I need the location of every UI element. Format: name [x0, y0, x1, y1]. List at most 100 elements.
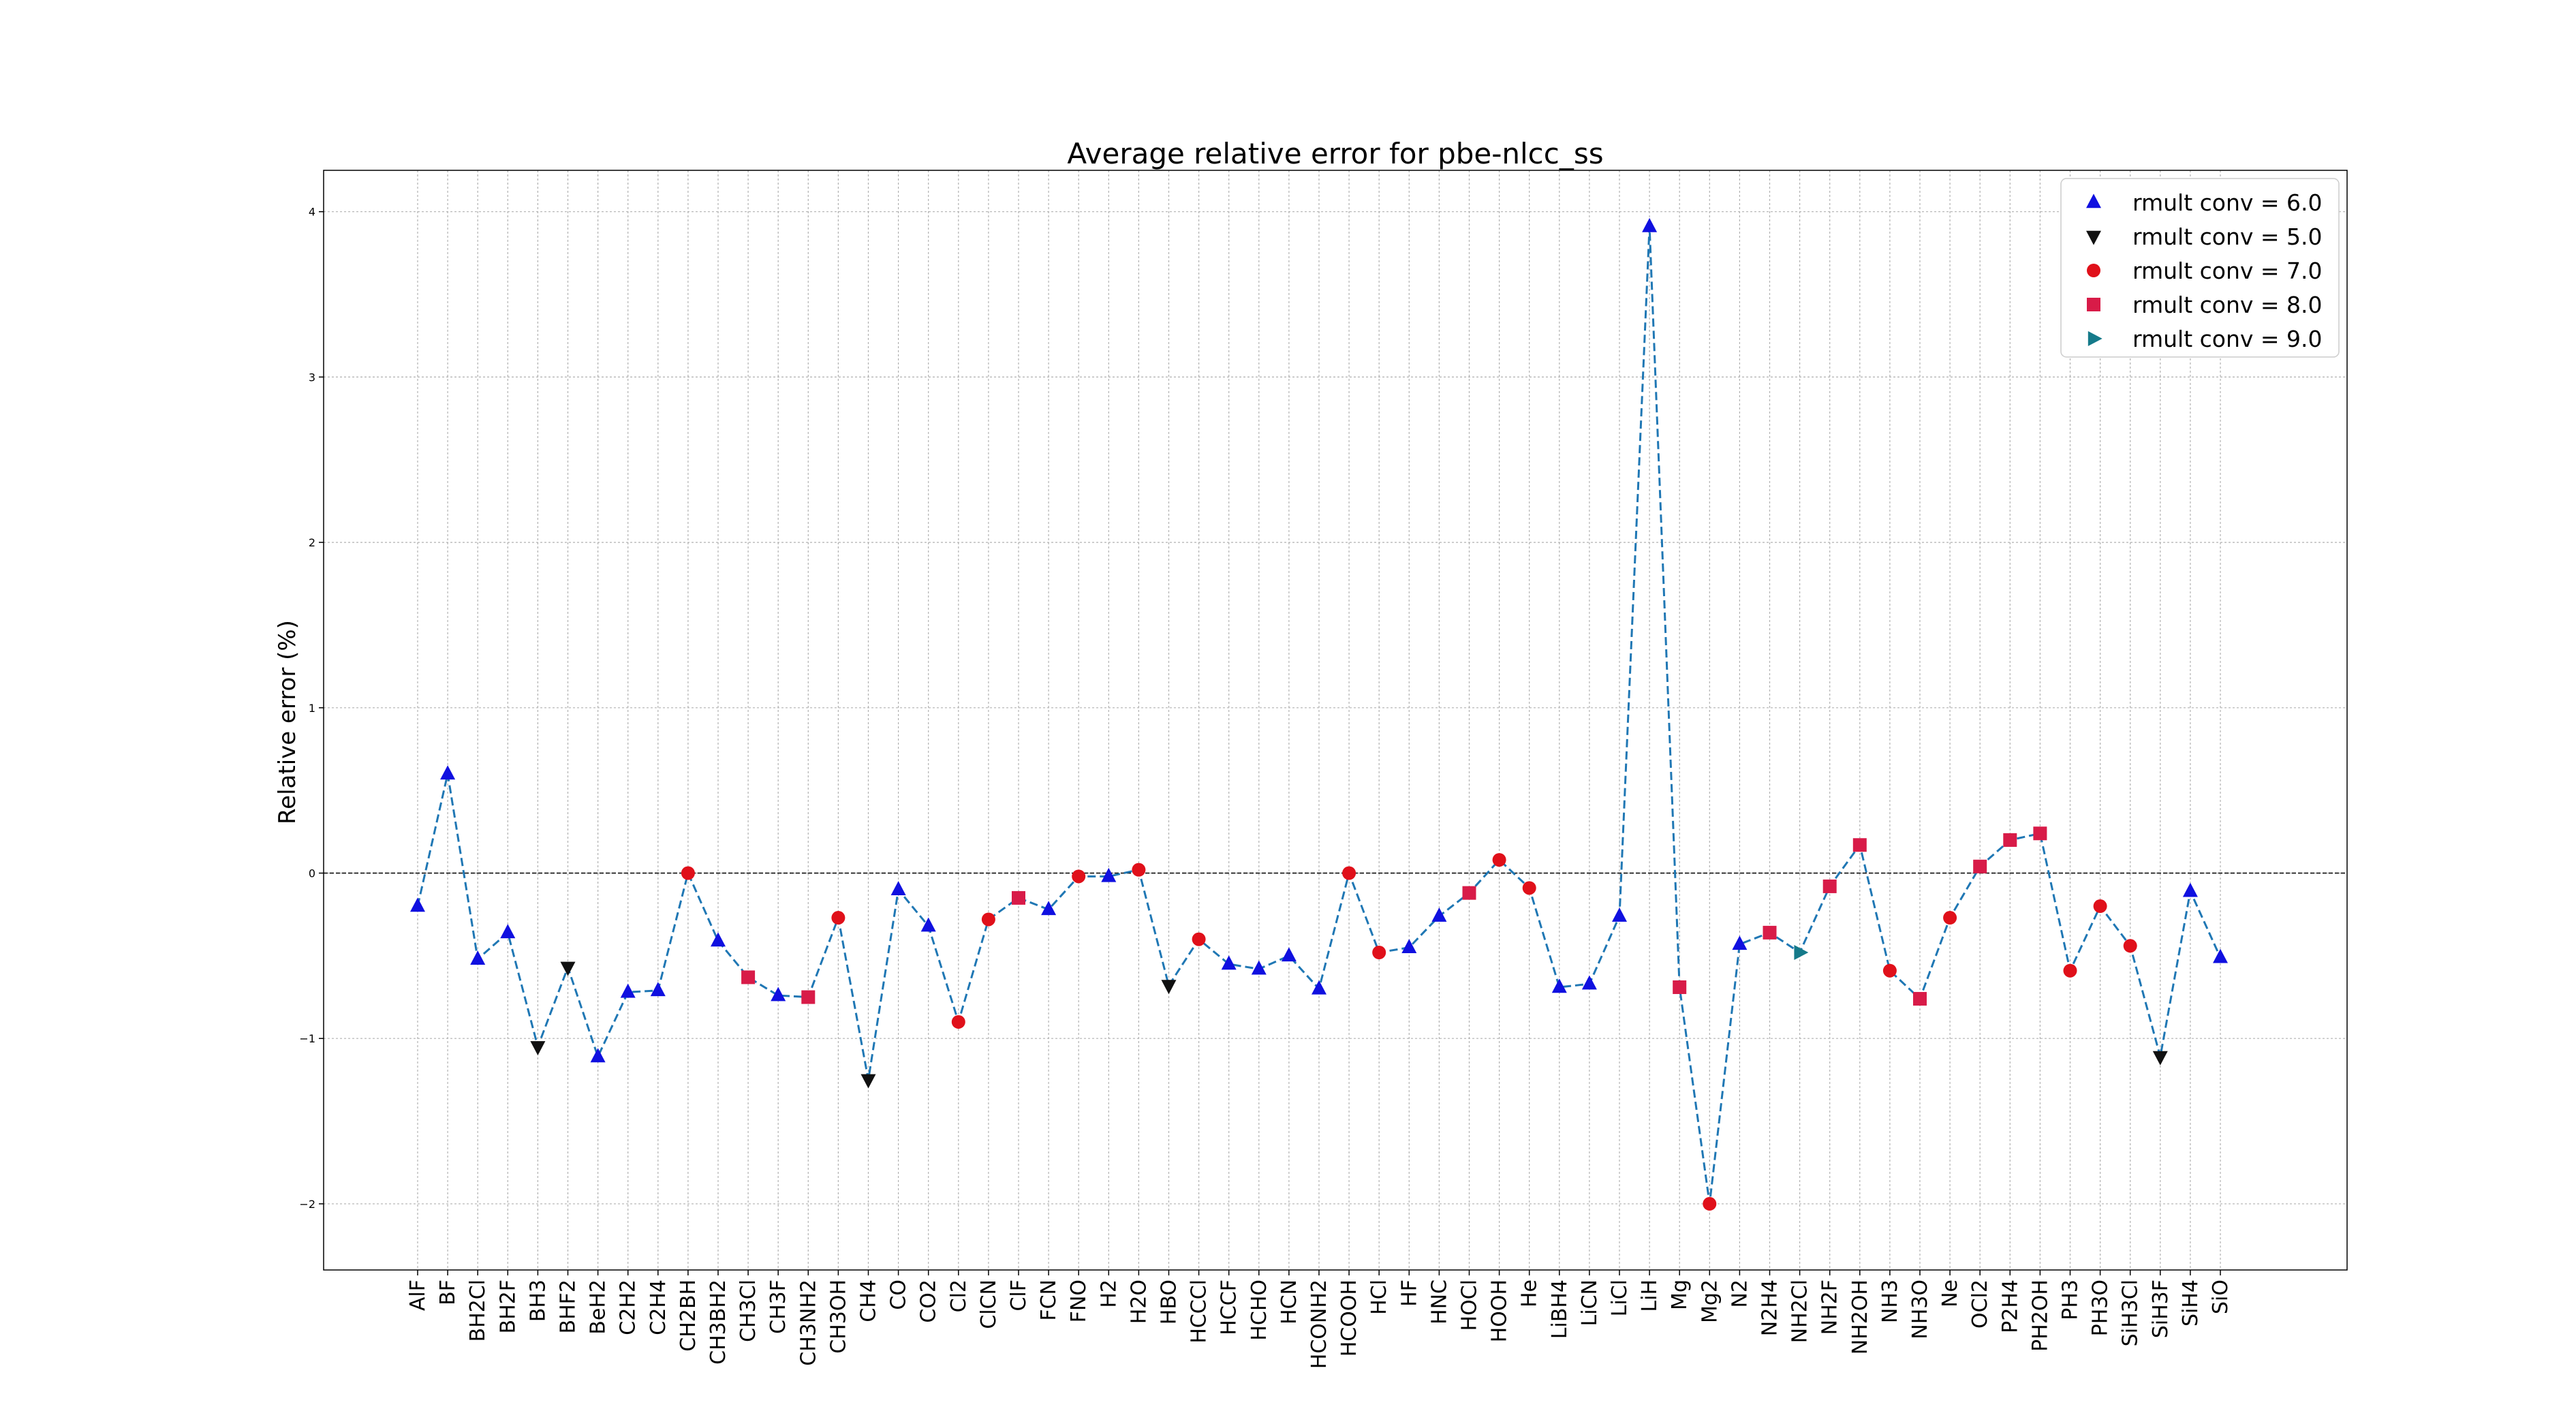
x-tick-label: C2H2	[617, 1280, 640, 1335]
x-tick-label: CO2	[917, 1280, 941, 1323]
data-point-hcl	[1372, 946, 1386, 960]
data-point-p2h4	[2003, 833, 2017, 847]
x-tick-label: Ne	[1938, 1280, 1962, 1307]
x-tick-label: BHF2	[557, 1280, 580, 1333]
x-tick-label: LiH	[1638, 1280, 1662, 1312]
legend-marker-4	[2087, 298, 2100, 311]
x-tick-label: ClCN	[977, 1280, 1001, 1329]
chart-title: Average relative error for pbe-nlcc_ss	[1067, 137, 1603, 170]
y-tick-label: 1	[309, 702, 315, 715]
x-tick-label: AlF	[406, 1280, 430, 1311]
x-tick-label: CH3F	[766, 1280, 790, 1334]
data-point-sio	[2213, 948, 2228, 963]
data-point-hcccl	[1192, 932, 1206, 946]
legend: rmult conv = 6.0 rmult conv = 5.0 rmult co…	[2060, 178, 2340, 358]
x-tick-label: N2	[1728, 1280, 1752, 1308]
data-point-ocl2	[1973, 859, 1987, 873]
data-point-sih3cl	[2123, 939, 2137, 953]
data-point-hf	[1401, 939, 1417, 953]
data-point-sih3f	[2152, 1051, 2168, 1066]
y-tick-label: 2	[309, 536, 315, 549]
data-point-nh3o	[1913, 991, 1927, 1006]
x-tick-label: CH3Cl	[736, 1280, 760, 1342]
x-tick-label: NH2Cl	[1788, 1280, 1812, 1343]
data-point-ch4	[860, 1074, 876, 1089]
x-tick-label: HCCCl	[1188, 1280, 1211, 1344]
data-point-fno	[1072, 869, 1086, 884]
x-tick-label: HCN	[1277, 1280, 1301, 1324]
x-tick-label: LiCl	[1608, 1280, 1632, 1316]
x-tick-label: OCl2	[1968, 1280, 1992, 1329]
data-point-beh2	[590, 1048, 606, 1063]
x-tick-label: HF	[1397, 1280, 1421, 1307]
data-point-fcn	[1041, 901, 1057, 916]
x-tick-label: P2H4	[1998, 1280, 2022, 1333]
data-point-nh3	[1882, 963, 1897, 978]
data-point-lih	[1642, 217, 1658, 232]
x-tick-label: SiH4	[2179, 1280, 2203, 1327]
data-point-ph2oh	[2033, 826, 2047, 841]
legend-box	[2060, 178, 2340, 358]
x-tick-label: H2O	[1127, 1280, 1151, 1324]
data-point-hcn	[1281, 947, 1297, 962]
plot-frame	[323, 170, 2348, 1271]
x-tick-label: CO	[887, 1280, 911, 1310]
legend-marker-2	[2086, 230, 2101, 245]
x-tick-label: CH4	[857, 1280, 881, 1322]
x-tick-label: SiH3F	[2149, 1280, 2173, 1338]
data-point-nh2f	[1822, 879, 1837, 893]
x-tick-label: HOOH	[1488, 1280, 1512, 1342]
x-tick-label: LiBH4	[1548, 1280, 1572, 1339]
x-tick-label: HOCl	[1458, 1280, 1482, 1331]
x-tick-label: SiO	[2209, 1280, 2233, 1314]
data-point-ch3nh2	[801, 990, 816, 1004]
data-point-bf	[440, 765, 456, 780]
legend-marker-1	[2086, 193, 2101, 208]
y-axis-label: Relative error (%)	[274, 620, 301, 824]
x-tick-label: PH3O	[2089, 1280, 2113, 1336]
x-tick-label: SiH3Cl	[2119, 1280, 2143, 1346]
x-tick-label: FNO	[1067, 1280, 1091, 1322]
data-point-he	[1522, 881, 1536, 895]
data-point-cl2	[951, 1014, 965, 1029]
legend-label: rmult conv = 7.0	[2132, 258, 2323, 284]
data-point-libh4	[1551, 978, 1567, 993]
data-point-h2	[1101, 867, 1117, 882]
y-tick-label: −1	[299, 1032, 315, 1045]
x-tick-label: PH2OH	[2028, 1280, 2052, 1352]
data-point-clf	[1012, 890, 1025, 905]
grid-lines	[324, 170, 2347, 1270]
x-tick-label: HCONH2	[1307, 1280, 1331, 1369]
x-axis-ticks: AlF BF BH2Cl BH2F BH3 BHF2 BeH2 C2H2 C2H4 CH2BH CH…	[406, 1270, 2233, 1369]
data-point-licn	[1581, 975, 1597, 990]
data-point-n2h4	[1763, 925, 1777, 940]
x-tick-label: H2	[1097, 1280, 1121, 1308]
x-tick-label: NH2F	[1818, 1280, 1842, 1335]
y-tick-label: 0	[309, 867, 315, 880]
data-point-clcn	[981, 912, 995, 927]
data-point-h2o	[1132, 863, 1146, 877]
x-tick-label: FCN	[1037, 1280, 1061, 1321]
data-point-bh2f	[500, 924, 516, 939]
legend-marker-3	[2087, 264, 2100, 277]
data-point-ph3	[2063, 963, 2077, 978]
legend-label: rmult conv = 6.0	[2132, 189, 2323, 216]
data-point-co2	[920, 917, 936, 932]
y-tick-label: 4	[309, 206, 315, 219]
data-point-ph3o	[2093, 899, 2107, 914]
data-point-ne	[1943, 911, 1957, 925]
data-markers	[410, 217, 2228, 1211]
x-tick-label: Mg	[1668, 1280, 1692, 1310]
data-point-sih4	[2182, 882, 2198, 897]
data-point-mg	[1673, 980, 1687, 994]
legend-label: rmult conv = 8.0	[2132, 292, 2323, 318]
data-point-hnc	[1431, 908, 1447, 922]
x-tick-label: Mg2	[1698, 1280, 1722, 1323]
x-tick-label: HCCF	[1217, 1280, 1241, 1335]
x-tick-label: CH3NH2	[796, 1280, 820, 1366]
data-point-bh2cl	[470, 950, 486, 965]
legend-marker-5	[2088, 331, 2102, 346]
x-tick-label: C2H4	[647, 1280, 670, 1335]
data-point-ch3f	[771, 987, 786, 1002]
